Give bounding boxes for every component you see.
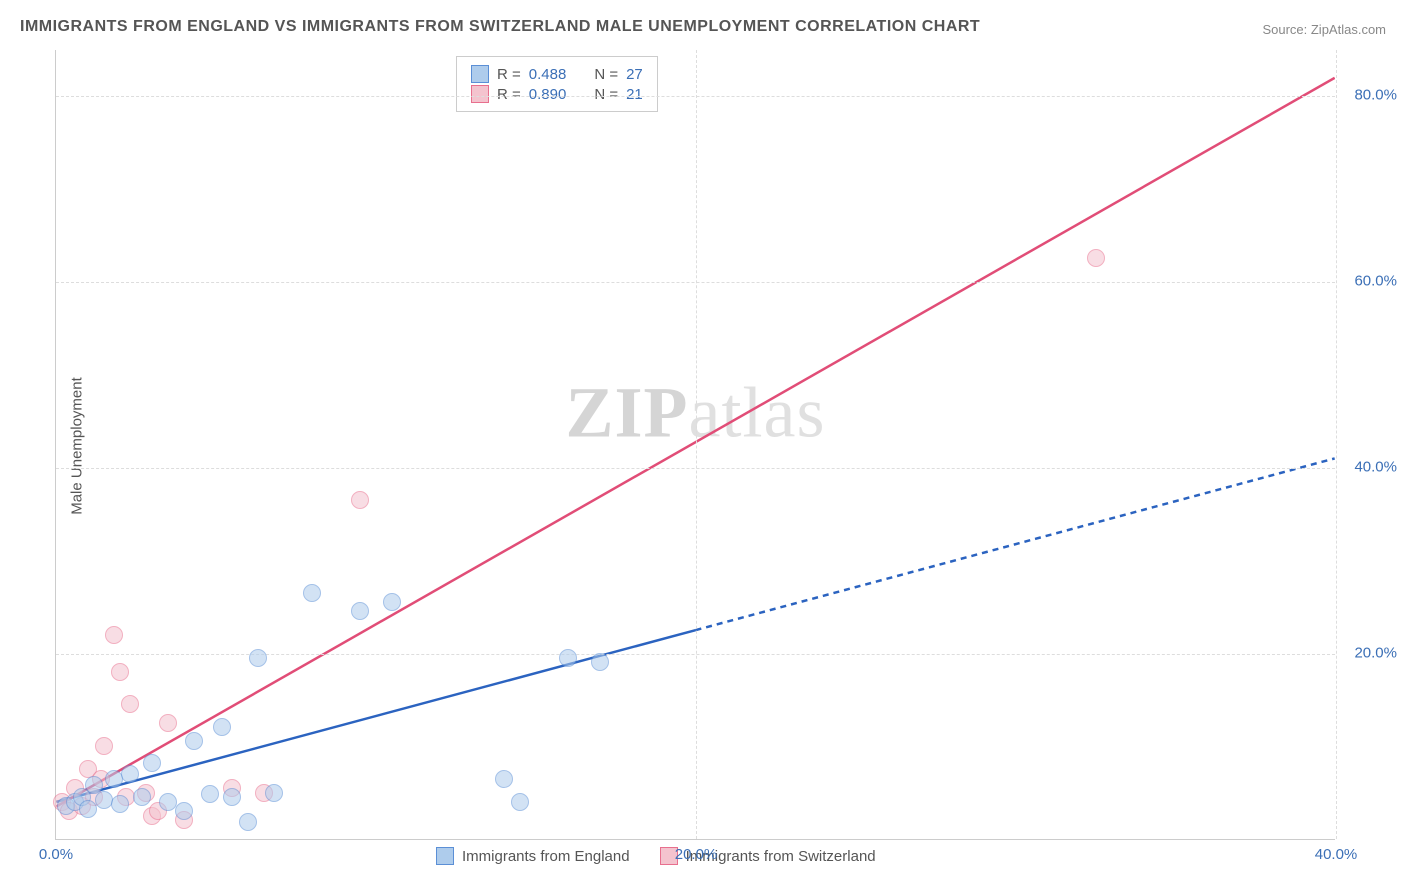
- series-label-england: Immigrants from England: [462, 848, 630, 865]
- plot-area: ZIPatlas R = 0.488 N = 27 R = 0.890 N = …: [55, 50, 1335, 840]
- data-point-switzerland: [159, 714, 177, 732]
- data-point-england: [175, 802, 193, 820]
- y-tick-label: 20.0%: [1354, 645, 1397, 662]
- data-point-england: [133, 788, 151, 806]
- source-attribution: Source: ZipAtlas.com: [1262, 22, 1386, 37]
- chart-container: IMMIGRANTS FROM ENGLAND VS IMMIGRANTS FR…: [0, 0, 1406, 892]
- data-point-england: [303, 584, 321, 602]
- legend-n-value-england: 27: [626, 66, 643, 83]
- data-point-england: [79, 800, 97, 818]
- data-point-switzerland: [95, 737, 113, 755]
- data-point-england: [559, 649, 577, 667]
- data-point-switzerland: [111, 663, 129, 681]
- series-legend: Immigrants from England Immigrants from …: [436, 847, 876, 865]
- legend-n-label: N =: [594, 66, 618, 83]
- data-point-england: [143, 754, 161, 772]
- chart-title: IMMIGRANTS FROM ENGLAND VS IMMIGRANTS FR…: [20, 18, 980, 36]
- x-tick-label: 40.0%: [1315, 846, 1358, 863]
- legend-r-value-england: 0.488: [529, 66, 567, 83]
- data-point-england: [495, 770, 513, 788]
- data-point-england: [591, 653, 609, 671]
- legend-n-label: N =: [594, 86, 618, 103]
- data-point-england: [511, 793, 529, 811]
- legend-swatch-england: [471, 65, 489, 83]
- data-point-england: [111, 795, 129, 813]
- legend-r-label: R =: [497, 86, 521, 103]
- data-point-england: [265, 784, 283, 802]
- data-point-england: [121, 765, 139, 783]
- data-point-switzerland: [351, 491, 369, 509]
- legend-n-value-switzerland: 21: [626, 86, 643, 103]
- series-legend-england: Immigrants from England: [436, 847, 630, 865]
- data-point-england: [383, 593, 401, 611]
- correlation-legend: R = 0.488 N = 27 R = 0.890 N = 21: [456, 56, 658, 112]
- y-tick-label: 40.0%: [1354, 459, 1397, 476]
- y-tick-label: 60.0%: [1354, 273, 1397, 290]
- legend-swatch-switzerland: [471, 85, 489, 103]
- legend-swatch-england-icon: [436, 847, 454, 865]
- data-point-england: [223, 788, 241, 806]
- data-point-switzerland: [1087, 249, 1105, 267]
- data-point-england: [249, 649, 267, 667]
- data-point-switzerland: [105, 626, 123, 644]
- x-tick-label: 0.0%: [39, 846, 73, 863]
- data-point-england: [239, 813, 257, 831]
- y-tick-label: 80.0%: [1354, 87, 1397, 104]
- legend-row-switzerland: R = 0.890 N = 21: [471, 85, 643, 103]
- legend-row-england: R = 0.488 N = 27: [471, 65, 643, 83]
- data-point-england: [201, 785, 219, 803]
- x-tick-label: 20.0%: [675, 846, 718, 863]
- legend-r-value-switzerland: 0.890: [529, 86, 567, 103]
- data-point-england: [95, 791, 113, 809]
- data-point-switzerland: [121, 695, 139, 713]
- data-point-england: [213, 718, 231, 736]
- data-point-england: [351, 602, 369, 620]
- legend-r-label: R =: [497, 66, 521, 83]
- data-point-england: [185, 732, 203, 750]
